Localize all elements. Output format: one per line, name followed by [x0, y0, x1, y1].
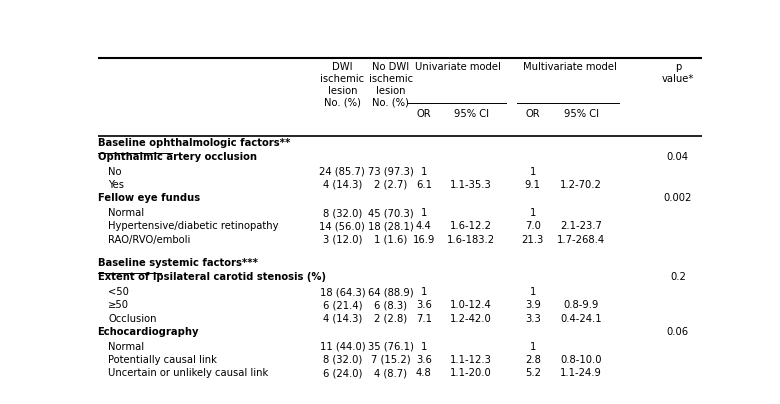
- Text: 1.1-24.9: 1.1-24.9: [560, 368, 602, 378]
- Text: 3.6: 3.6: [416, 355, 432, 365]
- Text: Ophthalmic artery occlusion: Ophthalmic artery occlusion: [98, 152, 257, 162]
- Text: 14 (56.0): 14 (56.0): [320, 221, 365, 231]
- Text: Normal: Normal: [108, 342, 144, 352]
- Text: 0.8-9.9: 0.8-9.9: [563, 300, 599, 310]
- Text: 1.6-183.2: 1.6-183.2: [447, 235, 495, 245]
- Text: Occlusion: Occlusion: [108, 314, 157, 324]
- Text: 2.1-23.7: 2.1-23.7: [560, 221, 602, 231]
- Text: 7.0: 7.0: [525, 221, 541, 231]
- Text: 1: 1: [420, 208, 427, 218]
- Text: 9.1: 9.1: [525, 180, 541, 190]
- Text: Baseline systemic factors***: Baseline systemic factors***: [98, 259, 257, 268]
- Text: Extent of ipsilateral carotid stenosis (%): Extent of ipsilateral carotid stenosis (…: [98, 272, 325, 282]
- Text: 6 (24.0): 6 (24.0): [323, 368, 362, 378]
- Text: 7 (15.2): 7 (15.2): [370, 355, 410, 365]
- Text: 1.0-12.4: 1.0-12.4: [450, 300, 492, 310]
- Text: 0.2: 0.2: [670, 272, 686, 282]
- Text: 8 (32.0): 8 (32.0): [323, 208, 362, 218]
- Text: 1: 1: [530, 287, 536, 297]
- Text: ≥50: ≥50: [108, 300, 129, 310]
- Text: 1: 1: [530, 342, 536, 352]
- Text: 35 (76.1): 35 (76.1): [367, 342, 413, 352]
- Text: 21.3: 21.3: [522, 235, 544, 245]
- Text: Fellow eye fundus: Fellow eye fundus: [98, 193, 200, 203]
- Text: 1 (1.6): 1 (1.6): [374, 235, 407, 245]
- Text: Hypertensive/diabetic retinopathy: Hypertensive/diabetic retinopathy: [108, 221, 279, 231]
- Text: 4.8: 4.8: [416, 368, 432, 378]
- Text: 73 (97.3): 73 (97.3): [368, 167, 413, 177]
- Text: 2 (2.8): 2 (2.8): [374, 314, 407, 324]
- Text: 1.1-35.3: 1.1-35.3: [450, 180, 492, 190]
- Text: 4.4: 4.4: [416, 221, 432, 231]
- Text: 4 (8.7): 4 (8.7): [374, 368, 407, 378]
- Text: 1.1-20.0: 1.1-20.0: [450, 368, 492, 378]
- Text: 1.2-70.2: 1.2-70.2: [560, 180, 602, 190]
- Text: 0.8-10.0: 0.8-10.0: [560, 355, 602, 365]
- Text: 11 (44.0): 11 (44.0): [320, 342, 365, 352]
- Text: p
value*: p value*: [661, 63, 694, 84]
- Text: RAO/RVO/emboli: RAO/RVO/emboli: [108, 235, 191, 245]
- Text: 2.8: 2.8: [525, 355, 541, 365]
- Text: 1.7-268.4: 1.7-268.4: [557, 235, 605, 245]
- Text: 3.3: 3.3: [525, 314, 541, 324]
- Text: 1: 1: [530, 208, 536, 218]
- Text: 18 (28.1): 18 (28.1): [368, 221, 413, 231]
- Text: 4 (14.3): 4 (14.3): [323, 314, 362, 324]
- Text: No: No: [108, 167, 122, 177]
- Text: 4 (14.3): 4 (14.3): [323, 180, 362, 190]
- Text: Univariate model: Univariate model: [415, 63, 501, 72]
- Text: 1: 1: [420, 167, 427, 177]
- Text: Multivariate model: Multivariate model: [523, 63, 617, 72]
- Text: 45 (70.3): 45 (70.3): [368, 208, 413, 218]
- Text: 16.9: 16.9: [413, 235, 435, 245]
- Text: 6 (21.4): 6 (21.4): [323, 300, 362, 310]
- Text: 95% CI: 95% CI: [454, 109, 488, 119]
- Text: 2 (2.7): 2 (2.7): [374, 180, 407, 190]
- Text: 5.2: 5.2: [525, 368, 541, 378]
- Text: 1.6-12.2: 1.6-12.2: [450, 221, 492, 231]
- Text: Baseline ophthalmologic factors**: Baseline ophthalmologic factors**: [98, 138, 290, 148]
- Text: Potentially causal link: Potentially causal link: [108, 355, 218, 365]
- Text: 18 (64.3): 18 (64.3): [320, 287, 365, 297]
- Text: 6.1: 6.1: [416, 180, 432, 190]
- Text: 0.04: 0.04: [667, 152, 689, 162]
- Text: 0.002: 0.002: [664, 193, 692, 203]
- Text: 6 (8.3): 6 (8.3): [374, 300, 407, 310]
- Text: No DWI
ischemic
lesion
No. (%): No DWI ischemic lesion No. (%): [369, 63, 413, 107]
- Text: Yes: Yes: [108, 180, 124, 190]
- Text: OR: OR: [526, 109, 540, 119]
- Text: DWI
ischemic
lesion
No. (%): DWI ischemic lesion No. (%): [321, 63, 364, 107]
- Text: 1: 1: [420, 342, 427, 352]
- Text: Uncertain or unlikely causal link: Uncertain or unlikely causal link: [108, 368, 268, 378]
- Text: OR: OR: [417, 109, 431, 119]
- Text: Normal: Normal: [108, 208, 144, 218]
- Text: 1: 1: [420, 287, 427, 297]
- Text: 3 (12.0): 3 (12.0): [323, 235, 362, 245]
- Text: 0.06: 0.06: [667, 327, 689, 337]
- Text: 8 (32.0): 8 (32.0): [323, 355, 362, 365]
- Text: 0.4-24.1: 0.4-24.1: [560, 314, 602, 324]
- Text: 1.2-42.0: 1.2-42.0: [450, 314, 492, 324]
- Text: 1: 1: [530, 167, 536, 177]
- Text: 95% CI: 95% CI: [564, 109, 598, 119]
- Text: 24 (85.7): 24 (85.7): [320, 167, 365, 177]
- Text: 64 (88.9): 64 (88.9): [368, 287, 413, 297]
- Text: 3.9: 3.9: [525, 300, 541, 310]
- Text: Echocardiography: Echocardiography: [98, 327, 199, 337]
- Text: 3.6: 3.6: [416, 300, 432, 310]
- Text: 1.1-12.3: 1.1-12.3: [450, 355, 492, 365]
- Text: 7.1: 7.1: [416, 314, 432, 324]
- Text: <50: <50: [108, 287, 129, 297]
